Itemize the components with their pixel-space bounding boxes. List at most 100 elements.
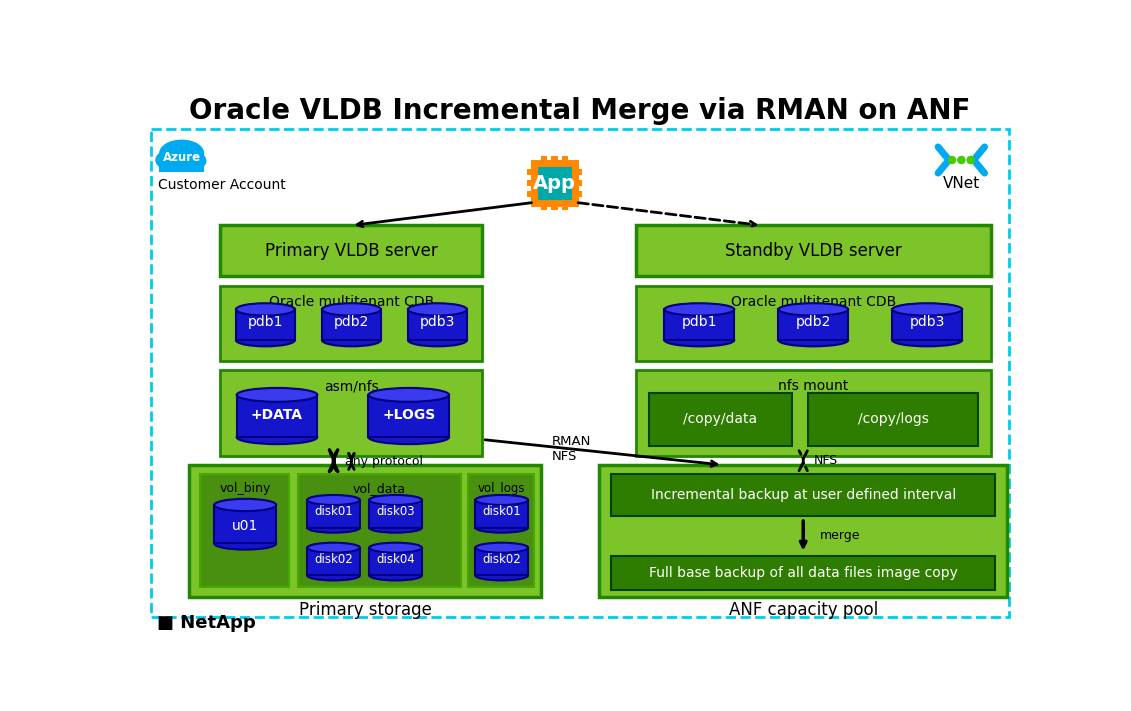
- Circle shape: [966, 156, 975, 164]
- FancyBboxPatch shape: [527, 180, 534, 186]
- Text: disk01: disk01: [314, 506, 353, 518]
- Ellipse shape: [408, 303, 467, 316]
- Ellipse shape: [369, 570, 422, 580]
- Text: Primary storage: Primary storage: [299, 601, 432, 619]
- FancyBboxPatch shape: [778, 309, 848, 340]
- Ellipse shape: [308, 542, 360, 552]
- FancyBboxPatch shape: [665, 309, 734, 340]
- FancyBboxPatch shape: [475, 500, 528, 528]
- FancyBboxPatch shape: [636, 286, 991, 361]
- Ellipse shape: [892, 303, 962, 316]
- Ellipse shape: [308, 570, 360, 580]
- FancyBboxPatch shape: [408, 309, 467, 340]
- Ellipse shape: [322, 334, 381, 346]
- FancyBboxPatch shape: [159, 158, 205, 171]
- Ellipse shape: [408, 334, 467, 346]
- FancyBboxPatch shape: [308, 500, 360, 528]
- FancyBboxPatch shape: [221, 225, 483, 275]
- Ellipse shape: [159, 139, 205, 166]
- FancyBboxPatch shape: [575, 180, 581, 186]
- FancyBboxPatch shape: [541, 156, 546, 163]
- Ellipse shape: [155, 150, 183, 170]
- FancyBboxPatch shape: [562, 156, 569, 163]
- Ellipse shape: [236, 388, 318, 402]
- Text: ANF capacity pool: ANF capacity pool: [728, 601, 878, 619]
- Ellipse shape: [236, 334, 295, 346]
- FancyBboxPatch shape: [575, 169, 581, 176]
- Text: merge: merge: [820, 529, 860, 542]
- Ellipse shape: [369, 542, 422, 552]
- Ellipse shape: [236, 430, 318, 444]
- Text: +DATA: +DATA: [251, 408, 303, 422]
- Ellipse shape: [778, 334, 848, 346]
- Text: ■ NetApp: ■ NetApp: [157, 614, 256, 632]
- Ellipse shape: [308, 495, 360, 505]
- Text: VNet: VNet: [943, 176, 979, 191]
- FancyBboxPatch shape: [369, 395, 449, 437]
- Ellipse shape: [214, 538, 276, 550]
- Text: vol_biny: vol_biny: [219, 482, 271, 495]
- FancyBboxPatch shape: [369, 547, 422, 575]
- Ellipse shape: [892, 334, 962, 346]
- FancyBboxPatch shape: [636, 370, 991, 456]
- FancyBboxPatch shape: [221, 286, 483, 361]
- Text: disk02: disk02: [314, 553, 353, 566]
- Ellipse shape: [665, 334, 734, 346]
- Text: Incremental backup at user defined interval: Incremental backup at user defined inter…: [650, 488, 956, 502]
- FancyBboxPatch shape: [808, 393, 978, 446]
- Text: pdb1: pdb1: [682, 316, 717, 329]
- FancyBboxPatch shape: [150, 129, 1009, 616]
- FancyBboxPatch shape: [527, 169, 534, 176]
- Ellipse shape: [665, 303, 734, 316]
- Text: Full base backup of all data files image copy: Full base backup of all data files image…: [649, 566, 958, 579]
- FancyBboxPatch shape: [636, 225, 991, 275]
- Text: pdb3: pdb3: [420, 316, 455, 329]
- Text: NFS: NFS: [814, 454, 838, 467]
- Text: /copy/data: /copy/data: [683, 412, 758, 427]
- Ellipse shape: [475, 523, 528, 533]
- Text: pdb3: pdb3: [909, 316, 944, 329]
- Text: any protocol: any protocol: [345, 454, 423, 468]
- Text: +LOGS: +LOGS: [382, 408, 435, 422]
- Text: u01: u01: [232, 519, 258, 533]
- FancyBboxPatch shape: [468, 474, 534, 587]
- FancyBboxPatch shape: [541, 203, 546, 210]
- Ellipse shape: [179, 151, 207, 171]
- Ellipse shape: [214, 499, 276, 511]
- FancyBboxPatch shape: [598, 465, 1007, 597]
- FancyBboxPatch shape: [189, 465, 541, 597]
- Text: Oracle multitenant CDB: Oracle multitenant CDB: [269, 295, 434, 309]
- FancyBboxPatch shape: [369, 500, 422, 528]
- Text: vol_data: vol_data: [353, 482, 406, 495]
- Ellipse shape: [369, 523, 422, 533]
- Text: asm/nfs: asm/nfs: [323, 380, 379, 393]
- FancyBboxPatch shape: [236, 395, 318, 437]
- Text: Customer Account: Customer Account: [158, 178, 286, 193]
- Ellipse shape: [322, 303, 381, 316]
- FancyBboxPatch shape: [611, 474, 995, 515]
- FancyBboxPatch shape: [200, 474, 290, 587]
- FancyBboxPatch shape: [236, 309, 295, 340]
- Text: disk02: disk02: [483, 553, 521, 566]
- Text: pdb2: pdb2: [334, 316, 369, 329]
- Text: Primary VLDB server: Primary VLDB server: [265, 242, 438, 260]
- Text: Oracle multitenant CDB: Oracle multitenant CDB: [731, 295, 896, 309]
- FancyBboxPatch shape: [534, 163, 575, 203]
- Text: disk01: disk01: [483, 506, 521, 518]
- Text: Azure: Azure: [163, 151, 200, 164]
- Ellipse shape: [369, 495, 422, 505]
- Text: App: App: [533, 173, 576, 193]
- Ellipse shape: [308, 523, 360, 533]
- Text: nfs mount: nfs mount: [778, 380, 848, 393]
- FancyBboxPatch shape: [221, 370, 483, 456]
- FancyBboxPatch shape: [551, 156, 558, 163]
- FancyBboxPatch shape: [475, 547, 528, 575]
- Ellipse shape: [369, 430, 449, 444]
- FancyBboxPatch shape: [308, 547, 360, 575]
- Text: disk04: disk04: [377, 553, 415, 566]
- Text: disk03: disk03: [377, 506, 415, 518]
- FancyBboxPatch shape: [297, 474, 460, 587]
- Circle shape: [957, 156, 966, 164]
- FancyBboxPatch shape: [611, 556, 995, 589]
- Text: RMAN
NFS: RMAN NFS: [552, 434, 592, 463]
